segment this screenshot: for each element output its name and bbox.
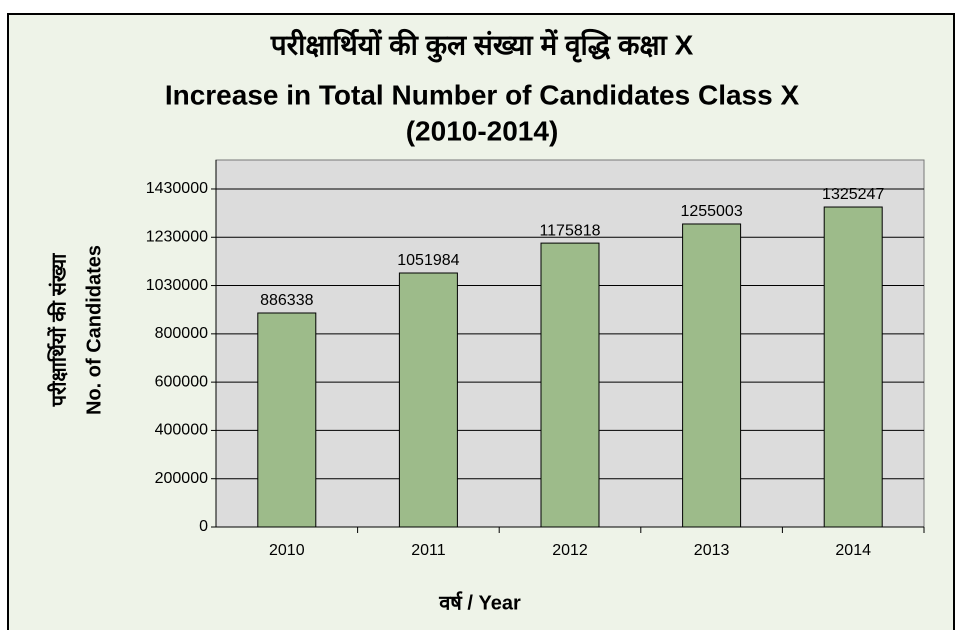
bar	[257, 312, 317, 528]
x-tick-label: 2012	[552, 542, 588, 559]
y-tick-label: 400000	[155, 422, 208, 439]
data-label: 1255003	[680, 203, 742, 220]
x-axis-label: वर्ष / Year	[438, 590, 521, 614]
data-label: 1051984	[397, 252, 459, 269]
y-tick-label: 0	[199, 518, 208, 535]
y-tick-label: 600000	[155, 373, 208, 390]
y-axis-label: परीक्षार्थियों की संख्या	[46, 253, 70, 407]
y-axis-label: No. of Candidates	[83, 245, 105, 415]
data-label: 886338	[260, 292, 313, 309]
bar	[398, 272, 458, 528]
x-tick-label: 2013	[694, 542, 730, 559]
bar	[540, 242, 600, 528]
x-tick-label: 2011	[411, 542, 446, 559]
y-tick-label: 1030000	[146, 277, 208, 294]
y-tick-label: 1230000	[146, 228, 208, 245]
chart-title: परीक्षार्थियों की कुल संख्या में वृद्धि …	[270, 28, 694, 62]
bar	[823, 206, 883, 528]
bar	[682, 223, 742, 528]
chart-title: (2010-2014)	[406, 115, 559, 146]
y-tick-label: 800000	[155, 325, 208, 342]
x-tick-label: 2014	[835, 542, 871, 559]
y-tick-label: 200000	[155, 470, 208, 487]
x-tick-label: 2010	[269, 542, 305, 559]
data-label: 1175818	[539, 222, 600, 239]
chart-title: Increase in Total Number of Candidates C…	[165, 79, 800, 110]
y-tick-label: 1430000	[146, 180, 208, 197]
data-label: 1325247	[822, 186, 884, 203]
